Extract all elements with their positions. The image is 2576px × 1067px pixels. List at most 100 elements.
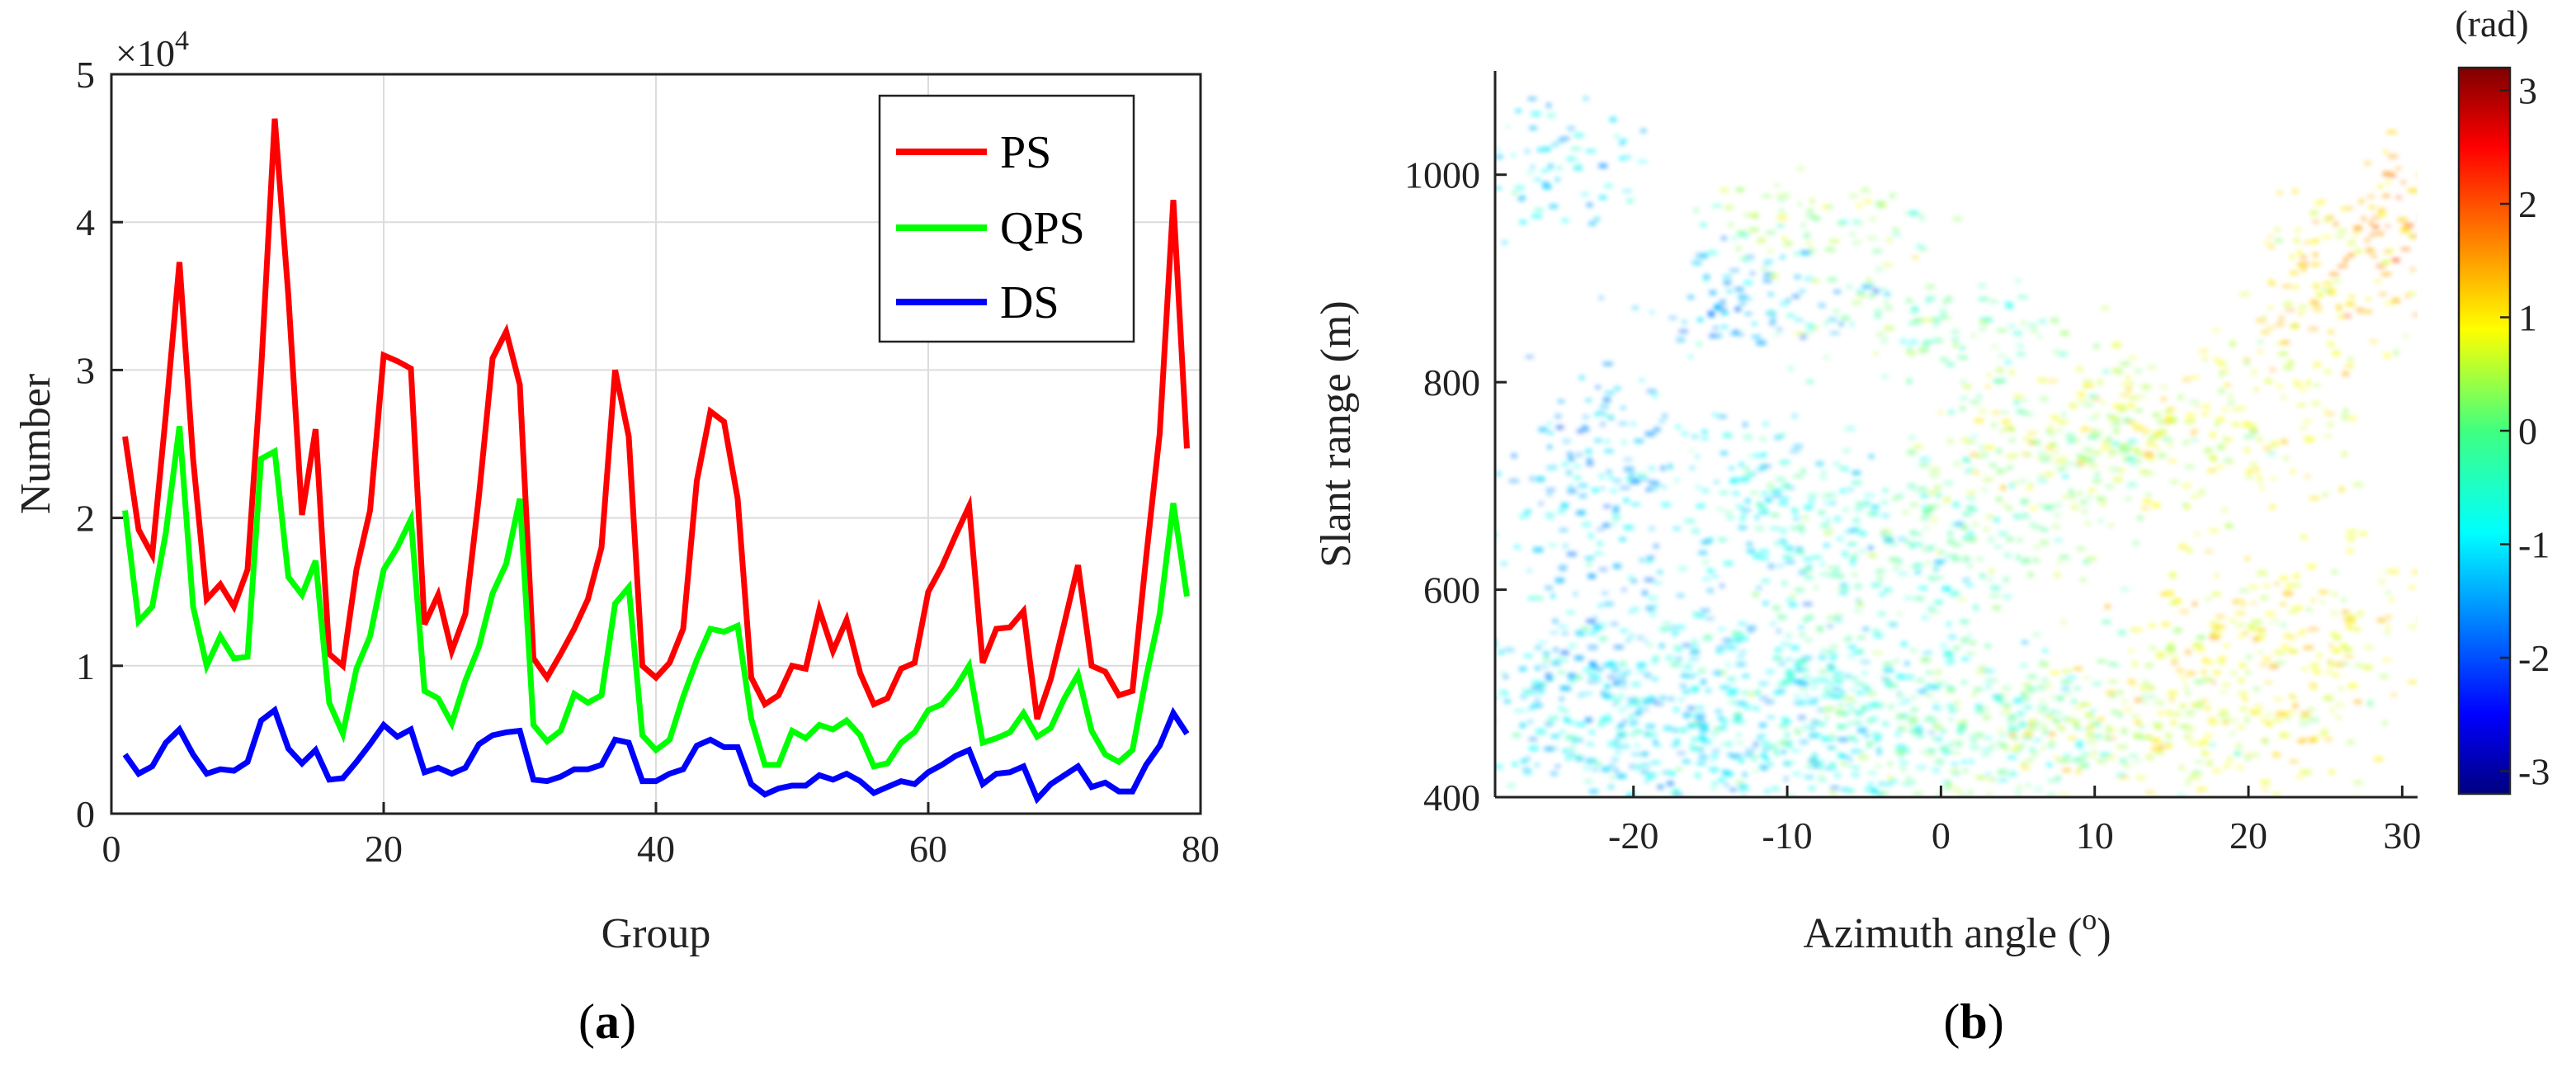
heat-cell [1567, 452, 1573, 456]
heat-cell [2305, 608, 2313, 611]
heat-cell [2382, 194, 2390, 198]
heat-cell [2088, 753, 2097, 758]
heat-cell [1840, 754, 1848, 759]
heat-cell [1743, 422, 1748, 427]
heat-cell [1885, 682, 1892, 687]
heat-cell [1959, 794, 1966, 797]
heat-cell [1653, 544, 1659, 549]
heat-cell [1970, 536, 1976, 541]
heat-cell [1989, 744, 1997, 749]
heat-cell [2037, 479, 2047, 483]
heat-cell [2363, 665, 2372, 670]
heat-cell [1535, 704, 1543, 708]
heat-cell [1818, 510, 1825, 515]
heat-cell [1628, 473, 1635, 478]
heat-cell [1736, 187, 1744, 192]
heat-cell [2157, 724, 2163, 729]
heat-cell [2187, 672, 2196, 675]
heat-cell [2069, 404, 2078, 409]
heat-cell [1673, 707, 1679, 712]
heat-cell [2337, 307, 2342, 311]
heat-cell [1842, 551, 1848, 557]
heat-cell [1524, 509, 1531, 514]
heat-cell [1902, 510, 1908, 515]
heat-cell [1743, 772, 1748, 777]
heat-cell [2164, 409, 2173, 413]
heat-cell [1841, 787, 1850, 791]
heat-cell [2202, 357, 2207, 361]
heat-cell [1451, 640, 1460, 644]
heat-cell [1974, 454, 1983, 458]
heat-cell [1572, 740, 1578, 744]
heat-cell [1697, 748, 1703, 752]
heat-cell [2215, 615, 2225, 618]
heat-cell [2376, 263, 2385, 269]
heat-cell [1676, 767, 1682, 772]
heat-cell [1653, 581, 1663, 585]
heat-cell [2346, 206, 2353, 210]
heat-cell [2247, 624, 2255, 629]
heat-cell [1604, 184, 1612, 188]
heat-cell [1800, 334, 1807, 339]
heat-cell [2003, 503, 2007, 507]
heat-cell [1998, 778, 2008, 782]
heat-cell [1990, 345, 1998, 348]
heat-cell [2168, 459, 2177, 464]
heat-cell [2343, 314, 2352, 319]
heat-cell [2291, 285, 2300, 289]
heat-cell [1468, 696, 1474, 700]
heat-cell [1828, 737, 1838, 740]
heat-cell [1550, 772, 1558, 776]
heat-cell [1720, 187, 1729, 193]
heat-cell [2353, 225, 2362, 231]
heat-cell [2285, 308, 2295, 312]
heat-cell [1992, 411, 2000, 415]
heat-cell [2085, 521, 2090, 526]
heat-cell [1736, 662, 1746, 667]
heat-cell [2385, 591, 2392, 594]
heat-cell [1575, 675, 1583, 680]
heat-cell [2347, 357, 2354, 362]
heat-cell [1804, 638, 1813, 643]
heat-cell [2081, 427, 2089, 432]
heat-cell [1759, 505, 1767, 509]
heat-cell [1976, 670, 1986, 673]
heat-cell [2257, 570, 2267, 576]
heat-cell [1938, 559, 1947, 562]
heat-cell [1855, 507, 1863, 512]
heat-cell [1712, 204, 1722, 208]
heat-cell [1839, 591, 1848, 595]
heat-cell [2382, 172, 2387, 176]
heat-cell [1710, 753, 1719, 758]
heat-cell [1654, 482, 1661, 486]
heat-cell [2371, 254, 2377, 258]
heat-cell [1837, 574, 1845, 578]
heat-cell [2338, 687, 2343, 691]
cb-tick-label--3: -3 [2518, 751, 2550, 793]
heat-cell [1538, 427, 1548, 432]
heat-cell [2049, 442, 2057, 447]
heat-cell [1515, 186, 1525, 191]
heat-cell [2168, 442, 2173, 448]
heat-cell [2159, 385, 2168, 389]
heat-cell [2270, 477, 2277, 480]
heat-cell [1968, 506, 1974, 511]
heat-cell [2222, 720, 2229, 725]
heat-cell [1774, 183, 1781, 187]
heat-cell [1828, 663, 1834, 668]
heat-cell [1960, 437, 1970, 443]
heat-cell [1956, 729, 1964, 734]
heat-cell [1770, 526, 1781, 530]
heat-cell [2278, 352, 2288, 356]
heat-cell [1946, 781, 1953, 786]
heat-cell [2293, 703, 2298, 708]
heat-cell [1734, 635, 1741, 640]
heat-cell [2069, 403, 2076, 407]
heat-cell [2326, 215, 2334, 220]
heat-cell [2298, 305, 2309, 309]
heat-cell [2290, 271, 2298, 276]
heat-cell [2313, 670, 2322, 674]
heat-cell [1908, 210, 1918, 215]
heat-cell [2120, 758, 2127, 763]
